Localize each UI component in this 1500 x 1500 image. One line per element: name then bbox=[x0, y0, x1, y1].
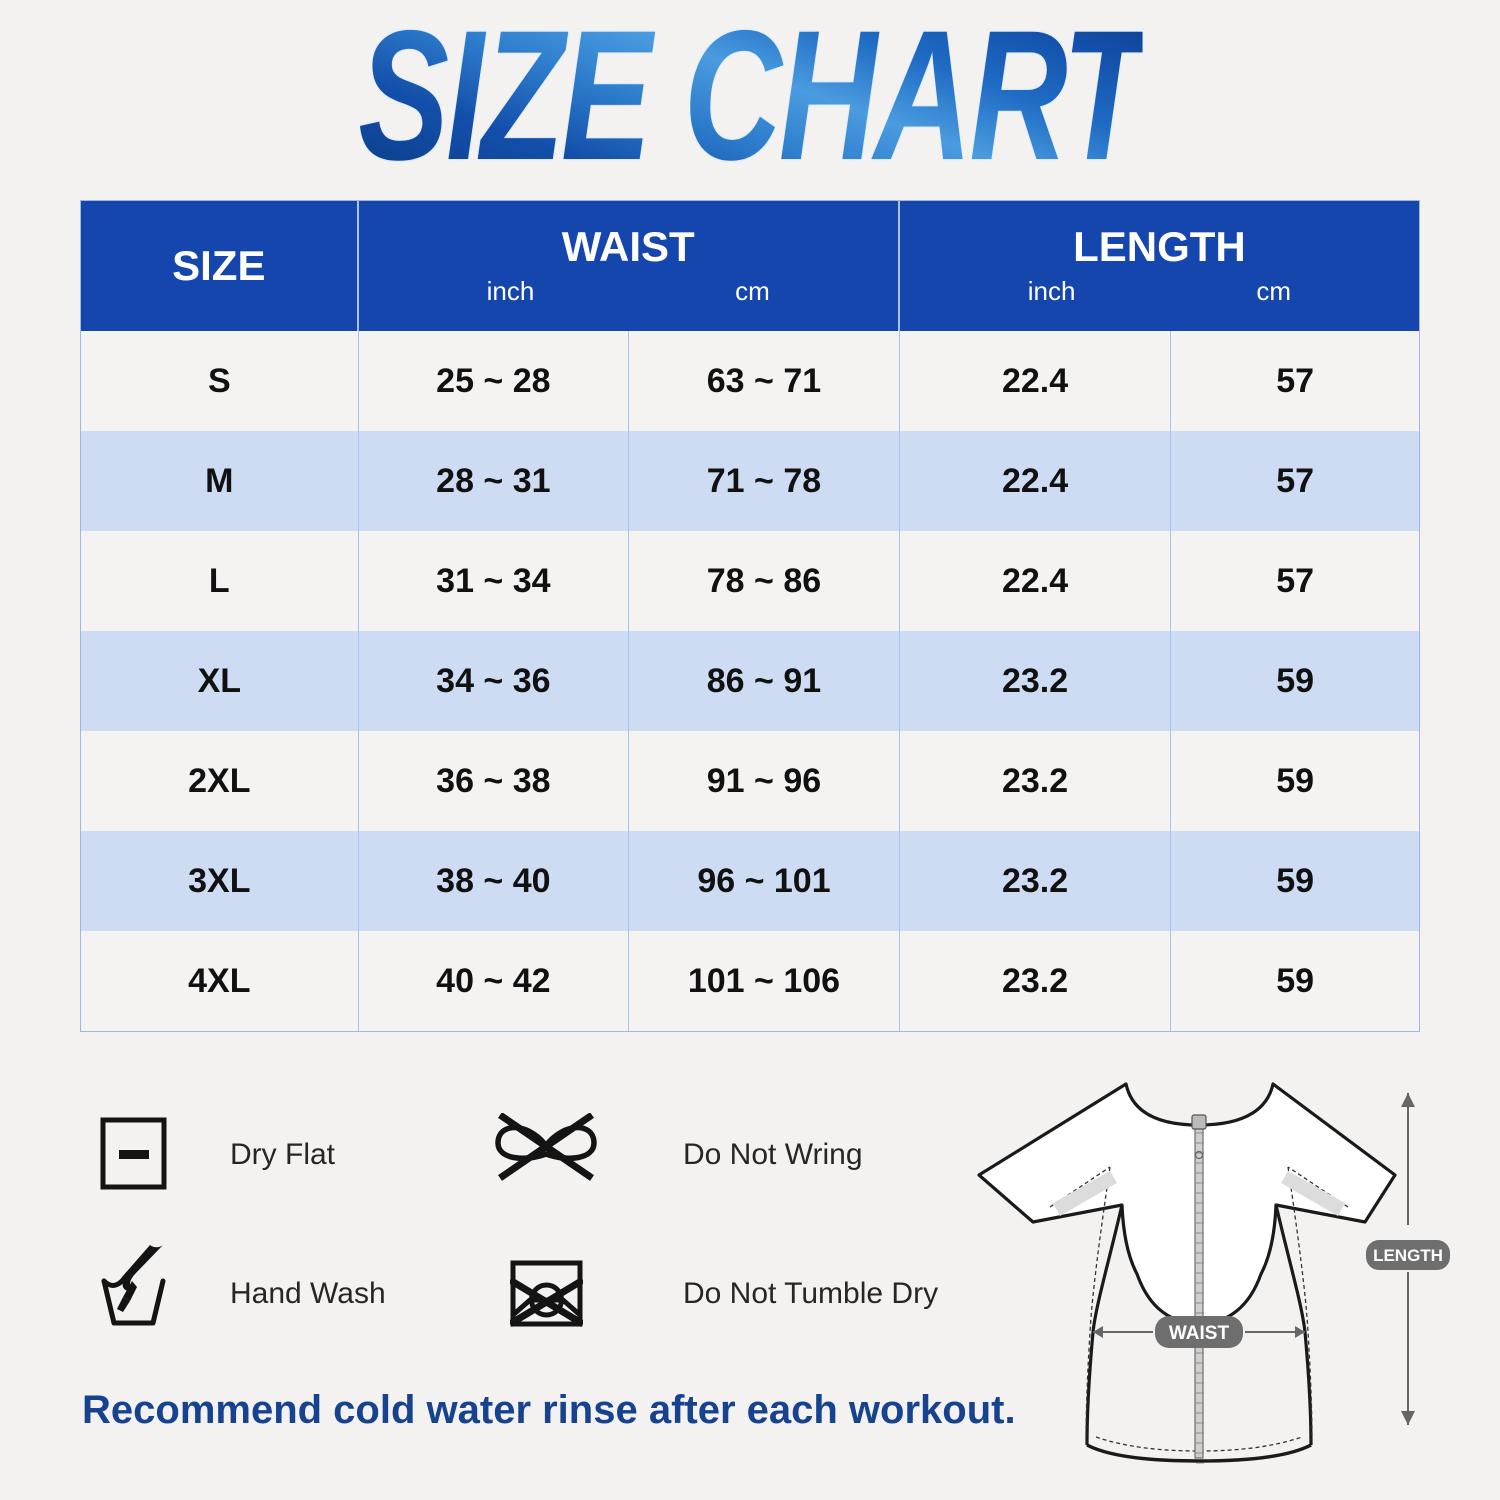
svg-text:WAIST: WAIST bbox=[1169, 1323, 1230, 1344]
svg-text:LENGTH: LENGTH bbox=[1373, 1246, 1443, 1265]
